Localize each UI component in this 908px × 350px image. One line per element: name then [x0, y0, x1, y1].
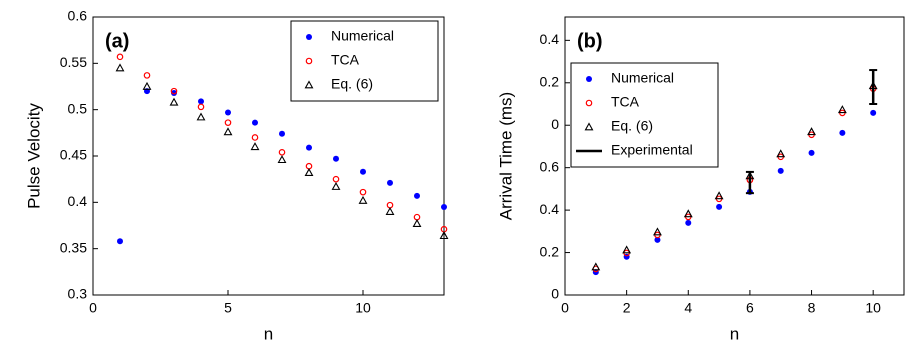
data-point [170, 87, 178, 95]
x-tick-label: 0 [89, 300, 97, 316]
data-point [331, 181, 341, 190]
legend-swatch [305, 57, 313, 65]
y-tick-label: 0.4 [540, 201, 560, 217]
data-point [306, 144, 312, 151]
data-point [441, 203, 447, 210]
legend-swatch [585, 99, 593, 107]
x-tick-label: 10 [355, 300, 371, 316]
x-tick-label: 2 [623, 300, 631, 316]
y-tick-label: 0.3 [68, 286, 88, 302]
legend-swatch [584, 122, 594, 131]
y-tick-label: 0.55 [60, 54, 87, 70]
data-point [225, 109, 231, 116]
data-point [169, 97, 179, 106]
legend-label: Eq. (6) [331, 76, 373, 92]
data-point [142, 81, 152, 90]
legend-label: Numerical [331, 28, 394, 44]
x-axis-label: n [730, 324, 739, 343]
data-point [332, 175, 340, 183]
data-point [439, 231, 449, 240]
data-point [683, 209, 693, 218]
data-point [870, 109, 877, 116]
data-point [196, 112, 206, 121]
data-point [837, 105, 847, 114]
data-point [685, 219, 692, 226]
data-point [250, 142, 260, 151]
x-tick-label: 0 [561, 300, 569, 316]
data-point [252, 119, 258, 126]
legend-label: TCA [611, 94, 640, 110]
y-tick-label: 0.5 [68, 100, 88, 116]
data-point [807, 127, 816, 136]
data-point [277, 155, 287, 164]
data-point [622, 245, 632, 254]
data-point [333, 155, 339, 162]
x-axis-label: n [264, 324, 273, 343]
data-point [197, 103, 205, 111]
data-point [654, 236, 661, 243]
y-axis-label: Pulse Velocity [24, 103, 43, 209]
x-tick-label: 8 [808, 300, 816, 316]
data-point [653, 227, 662, 236]
y-tick-label: 0 [551, 116, 559, 132]
data-point [116, 53, 124, 61]
data-point [387, 179, 393, 186]
legend-label: Numerical [611, 70, 674, 86]
x-tick-label: 5 [224, 300, 232, 316]
data-point [360, 168, 366, 175]
y-tick-label: 0.35 [60, 239, 87, 255]
legend-label: Eq. (6) [611, 118, 653, 134]
panel-label: (a) [105, 30, 129, 52]
x-tick-label: 10 [865, 300, 881, 316]
data-point [591, 262, 601, 271]
data-point [414, 192, 420, 199]
data-point [278, 148, 286, 156]
y-tick-label: 0.4 [68, 193, 88, 209]
data-point [115, 63, 125, 72]
y-tick-label: 0.45 [60, 147, 87, 163]
y-tick-label: 0.6 [540, 158, 560, 174]
legend-swatch [306, 34, 312, 40]
legend-swatch [586, 76, 592, 82]
legend-label: TCA [331, 52, 360, 68]
data-point [385, 206, 395, 215]
data-point [143, 72, 151, 79]
data-point [198, 98, 204, 105]
y-tick-label: 0.6 [68, 8, 88, 24]
y-tick-label: 0 [551, 286, 559, 302]
legend-box [290, 20, 439, 102]
data-point [714, 191, 724, 200]
data-point [776, 149, 786, 158]
x-tick-label: 6 [746, 300, 754, 316]
data-point [808, 149, 815, 156]
data-point [171, 89, 177, 96]
data-point [412, 219, 422, 227]
plot-frame [564, 16, 905, 296]
data-point [223, 127, 233, 136]
x-tick-label: 4 [684, 300, 692, 316]
data-point [224, 119, 232, 126]
legend-swatch [304, 80, 314, 89]
data-point [716, 203, 723, 210]
data-point [279, 130, 285, 137]
y-tick-label: 0.2 [540, 73, 560, 89]
data-point [251, 134, 259, 141]
y-axis-label: Arrival Time (ms) [496, 92, 515, 220]
data-point [359, 188, 367, 196]
data-point [117, 238, 123, 245]
legend-label: Experimental [611, 142, 693, 158]
data-point [358, 195, 368, 204]
y-tick-label: 0.2 [540, 243, 560, 259]
panel-label: (b) [577, 30, 603, 52]
data-point [304, 168, 314, 177]
data-point [839, 129, 846, 136]
legend-box [570, 62, 719, 168]
data-point [777, 167, 784, 174]
y-tick-label: 0.4 [540, 31, 560, 47]
